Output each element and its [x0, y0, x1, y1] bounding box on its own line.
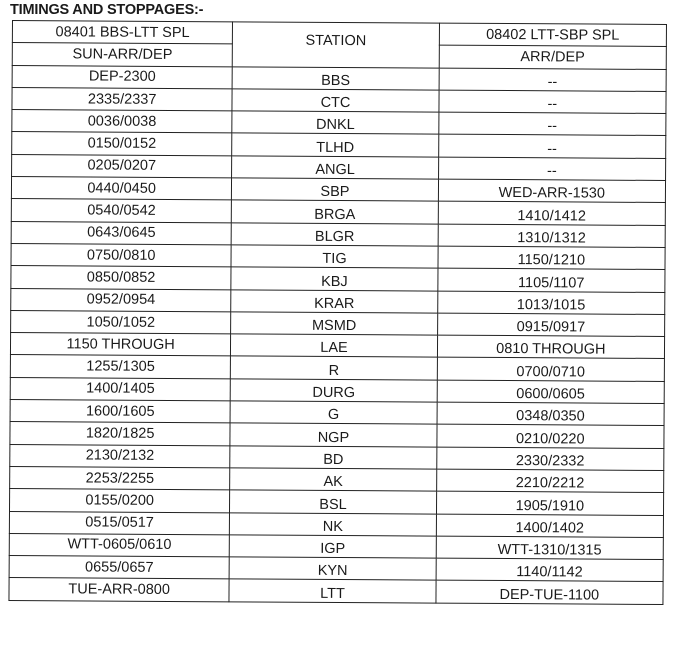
station-cell: BRGA [231, 200, 439, 224]
train1-time-cell: 1820/1825 [9, 421, 231, 446]
train1-time-cell: 2335/2337 [11, 87, 233, 112]
train2-time-cell: 1410/1412 [437, 201, 666, 226]
section-title: TIMINGS AND STOPPAGES:- [10, 2, 204, 18]
train1-time-cell: 1050/1052 [10, 310, 232, 334]
train1-time-cell: DEP-2300 [12, 65, 233, 89]
train2-time-cell: 0210/0220 [436, 424, 665, 449]
train2-time-cell: 0810 THROUGH [437, 335, 665, 359]
station-cell: R [230, 356, 438, 380]
train2-time-cell: -- [438, 112, 666, 136]
train2-time-cell: 1310/1312 [437, 223, 666, 248]
train2-time-cell: 1150/1210 [437, 246, 666, 270]
train2-time-cell: 0600/0605 [436, 379, 665, 404]
train1-time-cell: 0655/0657 [9, 555, 230, 580]
train1-time-cell: 0952/0954 [10, 288, 232, 312]
train1-time-cell: 0750/0810 [10, 243, 232, 268]
station-cell: SBP [231, 177, 439, 202]
train2-time-cell: WTT-1310/1315 [435, 535, 664, 560]
header-train-08401: 08401 BBS-LTT SPL [12, 20, 233, 45]
station-cell: BLGR [231, 222, 438, 247]
station-cell: TLHD [232, 133, 439, 157]
station-cell: ANGL [231, 155, 439, 180]
station-cell: LTT [229, 579, 436, 603]
train2-time-cell: 1905/1910 [436, 491, 664, 516]
train2-time-cell: 2330/2332 [436, 446, 664, 471]
station-cell: NGP [230, 423, 437, 447]
train1-time-cell: 1150 THROUGH [10, 332, 231, 357]
header-train-08402: 08402 LTT-SBP SPL [439, 23, 667, 47]
station-cell: DURG [230, 378, 437, 403]
train2-time-cell: -- [438, 134, 666, 159]
station-cell: G [230, 400, 437, 425]
station-cell: BSL [229, 490, 437, 514]
station-cell: CTC [232, 88, 439, 113]
station-cell: BD [230, 445, 437, 470]
train2-time-cell: -- [438, 67, 667, 92]
train1-time-cell: 0515/0517 [9, 511, 230, 535]
station-cell: IGP [229, 534, 437, 559]
header-train1-sub: SUN-ARR/DEP [12, 42, 233, 67]
timetable-wrapper: 08401 BBS-LTT SPL STATION 08402 LTT-SBP … [8, 20, 667, 605]
train2-time-cell: 1105/1107 [437, 268, 665, 293]
station-cell: KBJ [231, 267, 438, 291]
train1-time-cell: 1400/1405 [10, 377, 231, 401]
train2-time-cell: WED-ARR-1530 [438, 179, 666, 203]
timetable: 08401 BBS-LTT SPL STATION 08402 LTT-SBP … [8, 20, 667, 605]
train1-time-cell: 0643/0645 [11, 221, 232, 245]
station-cell: DNKL [232, 111, 439, 135]
train1-time-cell: 2253/2255 [9, 466, 231, 491]
station-cell: NK [229, 512, 437, 536]
station-cell: KYN [229, 556, 436, 581]
train2-time-cell: DEP-TUE-1100 [435, 580, 664, 605]
train1-time-cell: 0440/0450 [11, 176, 232, 201]
train2-time-cell: 0700/0710 [436, 357, 665, 382]
station-cell: LAE [230, 333, 438, 358]
train1-time-cell: 2130/2132 [9, 444, 231, 468]
table-row: TUE-ARR-0800 LTT DEP-TUE-1100 [8, 577, 664, 605]
station-cell: TIG [231, 244, 438, 269]
train1-time-cell: 0540/0542 [11, 198, 232, 223]
train2-time-cell: 0348/0350 [436, 402, 665, 426]
header-station: STATION [232, 21, 440, 68]
station-cell: AK [229, 467, 437, 492]
train2-time-cell: 1013/1015 [437, 290, 665, 315]
station-cell: KRAR [231, 289, 438, 313]
train2-time-cell: 1140/1142 [435, 558, 664, 582]
train1-time-cell: 0036/0038 [11, 109, 233, 134]
train2-time-cell: 1400/1402 [436, 513, 664, 538]
train1-time-cell: 1600/1605 [10, 399, 231, 424]
train1-time-cell: 0155/0200 [9, 488, 230, 513]
train2-time-cell: 0915/0917 [437, 312, 665, 337]
train1-time-cell: TUE-ARR-0800 [8, 577, 230, 602]
train1-time-cell: WTT-0605/0610 [9, 533, 230, 557]
header-train2-sub: ARR/DEP [438, 45, 667, 70]
train1-time-cell: 0150/0152 [11, 131, 233, 156]
station-cell: MSMD [230, 311, 438, 336]
train1-time-cell: 1255/1305 [10, 354, 231, 379]
train1-time-cell: 0205/0207 [11, 154, 233, 178]
train2-time-cell: -- [438, 89, 667, 114]
station-cell: BBS [232, 66, 439, 90]
train2-time-cell: -- [438, 156, 666, 181]
train2-time-cell: 2210/2212 [436, 469, 664, 493]
train1-time-cell: 0850/0852 [10, 265, 232, 290]
